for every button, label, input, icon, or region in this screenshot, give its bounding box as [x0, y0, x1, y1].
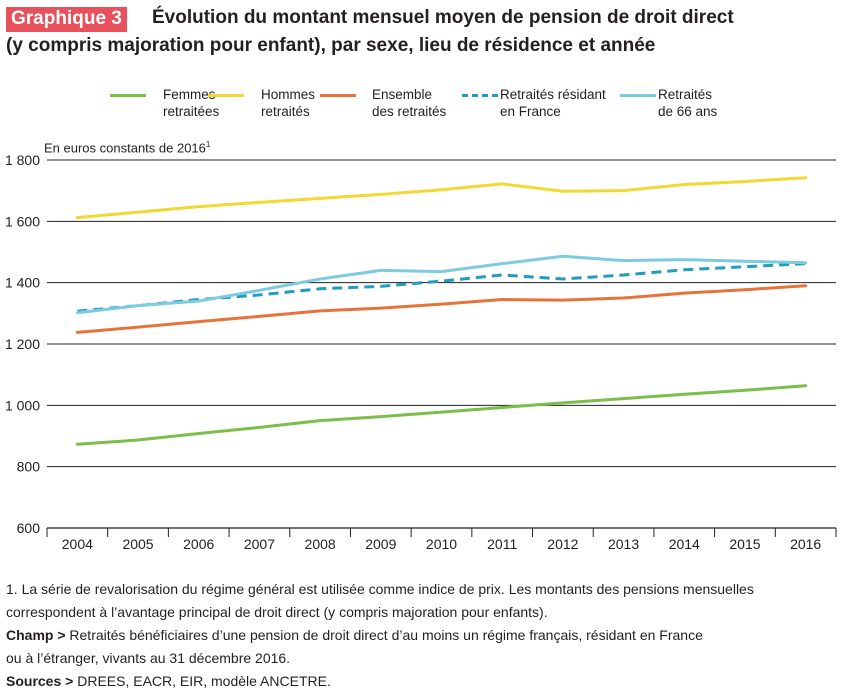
- x-tick-label: 2011: [487, 536, 517, 552]
- unit-footnote-ref: 1: [205, 140, 211, 149]
- sources-line: Sources > DREES, EACR, EIR, modèle ANCET…: [6, 670, 836, 693]
- legend-swatch-ensemble: [320, 94, 356, 97]
- footnotes: 1. La série de revalorisation du régime …: [6, 578, 836, 693]
- chart-title-line1: Évolution du montant mensuel moyen de pe…: [152, 7, 734, 28]
- unit-text: En euros constants de 2016: [44, 140, 206, 156]
- grid-layer: [47, 159, 836, 529]
- note-1-line2: correspondent à l’avantage principal de …: [6, 604, 548, 620]
- champ-line1: Champ > Retraités bénéficiaires d’une pe…: [6, 624, 836, 647]
- x-tick-label: 2013: [608, 536, 639, 552]
- legend-swatch-hommes: [208, 94, 244, 97]
- legend-label-france: Retraités résidant en France: [500, 87, 606, 119]
- x-tick-label: 2012: [547, 536, 578, 552]
- chart-legend: Femmes retraitées Hommes retraités Ensem…: [0, 86, 843, 126]
- y-tick-label: 1 200: [5, 336, 40, 352]
- sources-text: DREES, EACR, EIR, modèle ANCETRE.: [73, 673, 331, 689]
- chart-title-line2: (y compris majoration pour enfant), par …: [6, 35, 656, 56]
- x-tick-label: 2014: [669, 536, 700, 552]
- note-1-line1: 1. La série de revalorisation du régime …: [6, 581, 754, 597]
- sources-label: Sources >: [6, 673, 74, 689]
- legend-swatch-femmes: [110, 94, 146, 97]
- figure-badge: Graphique 3: [6, 7, 127, 32]
- legend-label-ensemble: Ensemble des retraités: [372, 87, 447, 119]
- x-tick-label: 2015: [729, 536, 760, 552]
- x-tick-label: 2008: [305, 536, 336, 552]
- champ-label: Champ >: [6, 627, 66, 643]
- line-chart: 600 800 1 000 1 200 1 400 1 600 1 800 2004 2005 2…: [5, 152, 837, 552]
- series-layer: [75, 176, 808, 446]
- legend-label-age66: Retraités de 66 ans: [658, 87, 718, 119]
- y-tick-label: 600: [17, 520, 41, 536]
- series-line-femmes: [75, 384, 808, 446]
- champ-line2: ou à l’étranger, vivants au 31 décembre …: [6, 650, 291, 666]
- legend-swatch-france: [462, 94, 498, 97]
- x-tick-label: 2005: [122, 536, 153, 552]
- y-tick-label: 1 600: [5, 213, 40, 229]
- x-tick-label: 2007: [244, 536, 275, 552]
- x-tick-label: 2009: [365, 536, 396, 552]
- x-tick-label: 2006: [183, 536, 214, 552]
- y-tick-label: 1 400: [5, 275, 40, 291]
- x-tick-label: 2004: [62, 536, 93, 552]
- y-tick-label: 800: [17, 459, 41, 475]
- y-tick-label: 1 800: [5, 152, 40, 168]
- legend-label-femmes: Femmes retraitées: [163, 87, 220, 119]
- x-tick-label: 2010: [426, 536, 457, 552]
- x-tick-label: 2016: [790, 536, 821, 552]
- legend-swatch-age66: [620, 94, 656, 97]
- y-tick-label: 1 000: [5, 397, 40, 413]
- y-axis-unit-label: En euros constants de 20161: [44, 140, 210, 155]
- axis-layer: 600 800 1 000 1 200 1 400 1 600 1 800 2004 2005 2…: [5, 152, 837, 552]
- series-line-ensemble: [75, 284, 808, 334]
- series-line-hommes: [75, 176, 808, 220]
- champ-text: Retraités bénéficiaires d’une pension de…: [65, 627, 703, 643]
- legend-label-hommes: Hommes retraités: [261, 87, 316, 119]
